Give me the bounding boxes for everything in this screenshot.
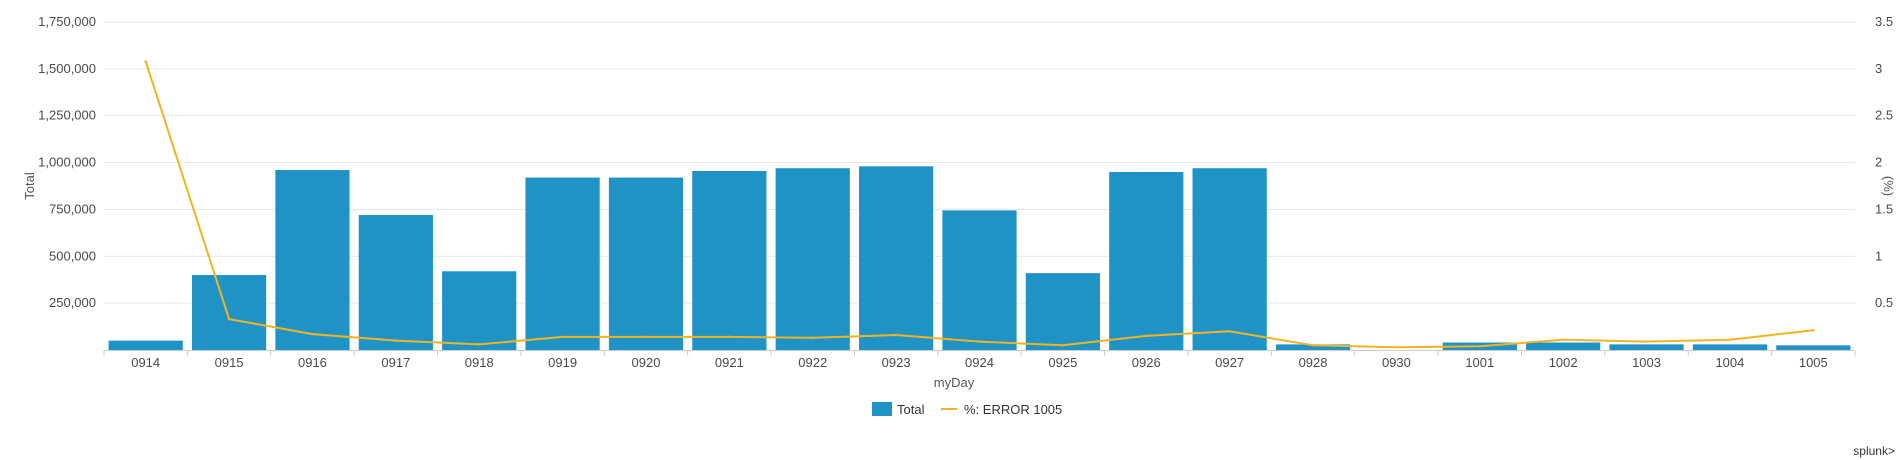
x-tick-label: 0927 (1215, 355, 1244, 370)
x-tick-label: 0914 (131, 355, 160, 370)
legend: Total %: ERROR 1005 (872, 402, 1062, 417)
x-tick-label: 1001 (1465, 355, 1494, 370)
legend-item-error[interactable]: %: ERROR 1005 (941, 402, 1062, 417)
y-tick-label-left: 1,000,000 (38, 155, 96, 170)
x-tick-label: 1005 (1799, 355, 1828, 370)
bar-total-0918 (442, 271, 517, 350)
x-tick-label: 0928 (1299, 355, 1328, 370)
point-error-0927 (1228, 330, 1231, 333)
point-error-1005 (1812, 329, 1815, 332)
y-tick-label-right: 2.5 (1875, 108, 1893, 123)
point-error-0922 (811, 336, 814, 340)
line-series-error (144, 60, 1815, 349)
bar-total-0916 (275, 170, 350, 350)
legend-label-total: Total (897, 402, 925, 417)
bar-total-0928 (1275, 344, 1351, 350)
x-tick-label: 0915 (215, 355, 244, 370)
y-tick-label-right: 0.5 (1875, 295, 1893, 310)
point-error-1004 (1728, 338, 1732, 341)
bar-total-0926 (1109, 171, 1184, 350)
x-tick-label: 0917 (381, 355, 410, 370)
bar-total-0927 (1192, 168, 1267, 350)
point-error-0919 (561, 335, 564, 339)
y-tick-label-left: 250,000 (49, 295, 96, 310)
point-error-1001 (1478, 345, 1481, 348)
bar-total-1004 (1692, 344, 1768, 350)
x-tick-label: 1002 (1549, 355, 1578, 370)
y-tick-label-right: 1 (1875, 248, 1882, 263)
point-error-1002 (1561, 338, 1565, 341)
y-tick-label-left: 1,750,000 (38, 14, 96, 29)
point-error-0917 (394, 339, 398, 342)
bar-total-0915 (191, 275, 267, 350)
point-error-0928 (1311, 344, 1315, 347)
point-error-0926 (1145, 334, 1148, 338)
y-axis-left-labels: 250,000 500,000 750,000 1,000,000 1,250,000 1… (38, 14, 96, 310)
bar-total-0917 (358, 215, 433, 350)
x-tick-label: 0924 (965, 355, 994, 370)
x-tick-label: 0920 (632, 355, 661, 370)
bar-total-0925 (1025, 273, 1100, 350)
bar-total-0923 (859, 166, 934, 350)
legend-item-total[interactable]: Total (872, 402, 925, 417)
bar-total-0919 (525, 177, 600, 350)
splunk-logo: splunk> (1853, 444, 1895, 458)
bar-series-total (108, 166, 1851, 350)
legend-swatch-total (872, 402, 892, 416)
axes (103, 350, 1856, 356)
bar-total-0922 (775, 168, 850, 350)
point-error-0930 (1395, 345, 1398, 349)
x-tick-label: 0916 (298, 355, 327, 370)
bar-total-0921 (692, 171, 767, 350)
x-tick-label: 0922 (798, 355, 827, 370)
y-tick-label-right: 2 (1875, 155, 1882, 170)
x-tick-label: 0918 (465, 355, 494, 370)
y-tick-label-right: 3 (1875, 61, 1882, 76)
x-tick-label: 1004 (1715, 355, 1744, 370)
x-tick-label: 1003 (1632, 355, 1661, 370)
point-error-0915 (227, 317, 231, 321)
point-error-0924 (978, 340, 981, 343)
x-tick-label: 0926 (1132, 355, 1161, 370)
y-tick-label-left: 1,500,000 (38, 61, 96, 76)
point-error-0916 (311, 332, 314, 336)
y-tick-label-right: 1.5 (1875, 201, 1893, 216)
point-error-1003 (1645, 340, 1648, 343)
point-error-0923 (894, 333, 898, 337)
y-tick-label-left: 500,000 (49, 248, 96, 263)
point-error-0920 (644, 335, 648, 339)
bar-total-1005 (1776, 345, 1851, 350)
bar-total-0920 (608, 177, 684, 350)
bar-total-1003 (1609, 344, 1684, 350)
x-axis-labels: 0914 0915 0916 0917 0918 0919 0920 0921 0922 0923… (131, 355, 1828, 370)
bar-total-0914 (108, 340, 183, 350)
x-axis-title: myDay (934, 375, 975, 390)
y-axis-title-left: Total (22, 172, 37, 200)
x-tick-label: 0925 (1048, 355, 1077, 370)
bar-total-1002 (1526, 342, 1601, 350)
x-tick-label: 0930 (1382, 355, 1411, 370)
point-error-0914 (144, 60, 147, 63)
point-error-0918 (478, 343, 481, 346)
y-tick-label-left: 1,250,000 (38, 108, 96, 123)
point-error-0921 (728, 335, 731, 339)
x-tick-label: 0921 (715, 355, 744, 370)
point-error-0925 (1061, 344, 1065, 347)
x-tick-label: 0923 (882, 355, 911, 370)
y-axis-right-labels: 0.5 1 1.5 2 2.5 3 3.5 (1875, 14, 1893, 310)
bar-total-0924 (942, 210, 1017, 350)
legend-label-error: %: ERROR 1005 (964, 402, 1062, 417)
y-tick-label-right: 3.5 (1875, 14, 1893, 29)
x-tick-label: 0919 (548, 355, 577, 370)
y-axis-title-right: (%) (1881, 176, 1896, 196)
y-tick-label-left: 750,000 (49, 201, 96, 216)
